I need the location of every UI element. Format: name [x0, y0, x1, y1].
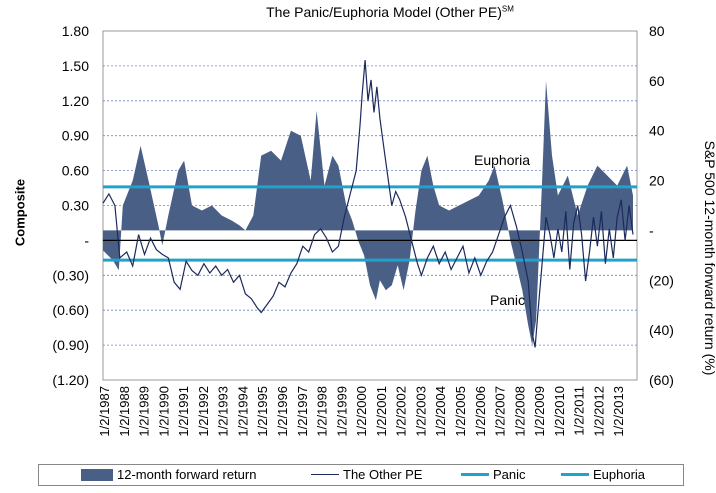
y-tick-left-label: (1.20)	[52, 372, 89, 388]
euphoria-annotation: Euphoria	[474, 152, 530, 168]
y-tick-left-label: (0.90)	[52, 337, 89, 353]
y-tick-right-label: 60	[649, 73, 665, 89]
legend-item-panic: Panic	[461, 467, 526, 482]
x-tick-label: 1/2/2004	[433, 386, 448, 437]
legend-label-panic: Panic	[493, 467, 526, 482]
x-tick-label: 1/2/1994	[235, 386, 250, 437]
legend-swatch-line	[311, 474, 339, 475]
x-tick-label: 1/2/1989	[137, 386, 152, 437]
legend-label-other-pe: The Other PE	[343, 467, 423, 482]
y-tick-left-label: (0.60)	[52, 302, 89, 318]
x-tick-label: 1/2/1991	[176, 386, 191, 437]
y-tick-right-label: (60)	[649, 372, 674, 388]
x-tick-label: 1/2/2002	[394, 386, 409, 437]
forward-return-area	[103, 80, 633, 346]
y-tick-left-label: 1.80	[62, 23, 89, 39]
legend-item-euphoria: Euphoria	[561, 467, 645, 482]
legend-item-other-pe: The Other PE	[311, 467, 422, 482]
y-tick-left-label: (0.30)	[52, 267, 89, 283]
x-tick-label: 1/2/2011	[572, 386, 587, 436]
x-tick-label: 1/2/1990	[156, 386, 171, 437]
y-tick-left-label: 0.30	[62, 198, 89, 214]
legend-label-forward-return: 12-month forward return	[117, 467, 257, 482]
x-tick-label: 1/2/1995	[255, 386, 270, 437]
legend-swatch-area	[81, 468, 113, 481]
legend-item-forward-return: 12-month forward return	[81, 467, 256, 482]
other-pe-line	[102, 60, 634, 348]
y-axis-right-title: S&P 500 12-month forward return (%)	[702, 140, 716, 376]
x-tick-label: 1/2/2013	[611, 386, 626, 437]
x-tick-label: 1/2/1998	[315, 386, 330, 437]
x-tick-label: 1/2/2007	[493, 386, 508, 437]
x-tick-label: 1/2/2001	[374, 386, 389, 437]
x-tick-label: 1/2/1988	[117, 386, 132, 437]
y-tick-left-label: 0.60	[62, 163, 89, 179]
x-tick-label: 1/2/2005	[453, 386, 468, 437]
x-tick-label: 1/2/2010	[552, 386, 567, 437]
x-tick-label: 1/2/1992	[196, 386, 211, 437]
legend-swatch-euphoria	[561, 473, 589, 476]
y-axis-left-title: Composite	[12, 178, 28, 247]
chart-title: The Panic/Euphoria Model (Other PE)SM	[266, 4, 514, 20]
x-tick-label: 1/2/2006	[473, 386, 488, 437]
x-tick-label: 1/2/2003	[413, 386, 428, 437]
x-tick-label: 1/2/2008	[512, 386, 527, 437]
y-tick-right-label: 20	[649, 173, 665, 189]
x-tick-label: 1/2/1999	[334, 386, 349, 437]
panic-annotation: Panic	[490, 292, 525, 308]
legend-label-euphoria: Euphoria	[593, 467, 646, 482]
y-tick-right-label: -	[649, 222, 654, 238]
y-tick-right-label: (40)	[649, 322, 674, 338]
y-tick-left-label: 0.90	[62, 128, 89, 144]
x-tick-label: 1/2/1987	[97, 386, 112, 437]
x-tick-label: 1/2/2012	[591, 386, 606, 437]
y-tick-left-label: -	[84, 232, 89, 248]
title-superscript: SM	[501, 4, 514, 14]
x-tick-label: 1/2/1997	[295, 386, 310, 437]
y-tick-left-label: 1.50	[62, 58, 89, 74]
x-tick-label: 1/2/2000	[354, 386, 369, 437]
y-tick-right-label: (20)	[649, 272, 674, 288]
x-tick-label: 1/2/1993	[216, 386, 231, 437]
y-tick-right-label: 40	[649, 123, 665, 139]
legend-swatch-panic	[461, 473, 489, 476]
y-tick-left-label: 1.20	[62, 93, 89, 109]
x-tick-label: 1/2/1996	[275, 386, 290, 437]
y-tick-right-label: 80	[649, 23, 665, 39]
x-tick-label: 1/2/2009	[532, 386, 547, 437]
legend: 12-month forward return The Other PE Pan…	[38, 464, 684, 486]
